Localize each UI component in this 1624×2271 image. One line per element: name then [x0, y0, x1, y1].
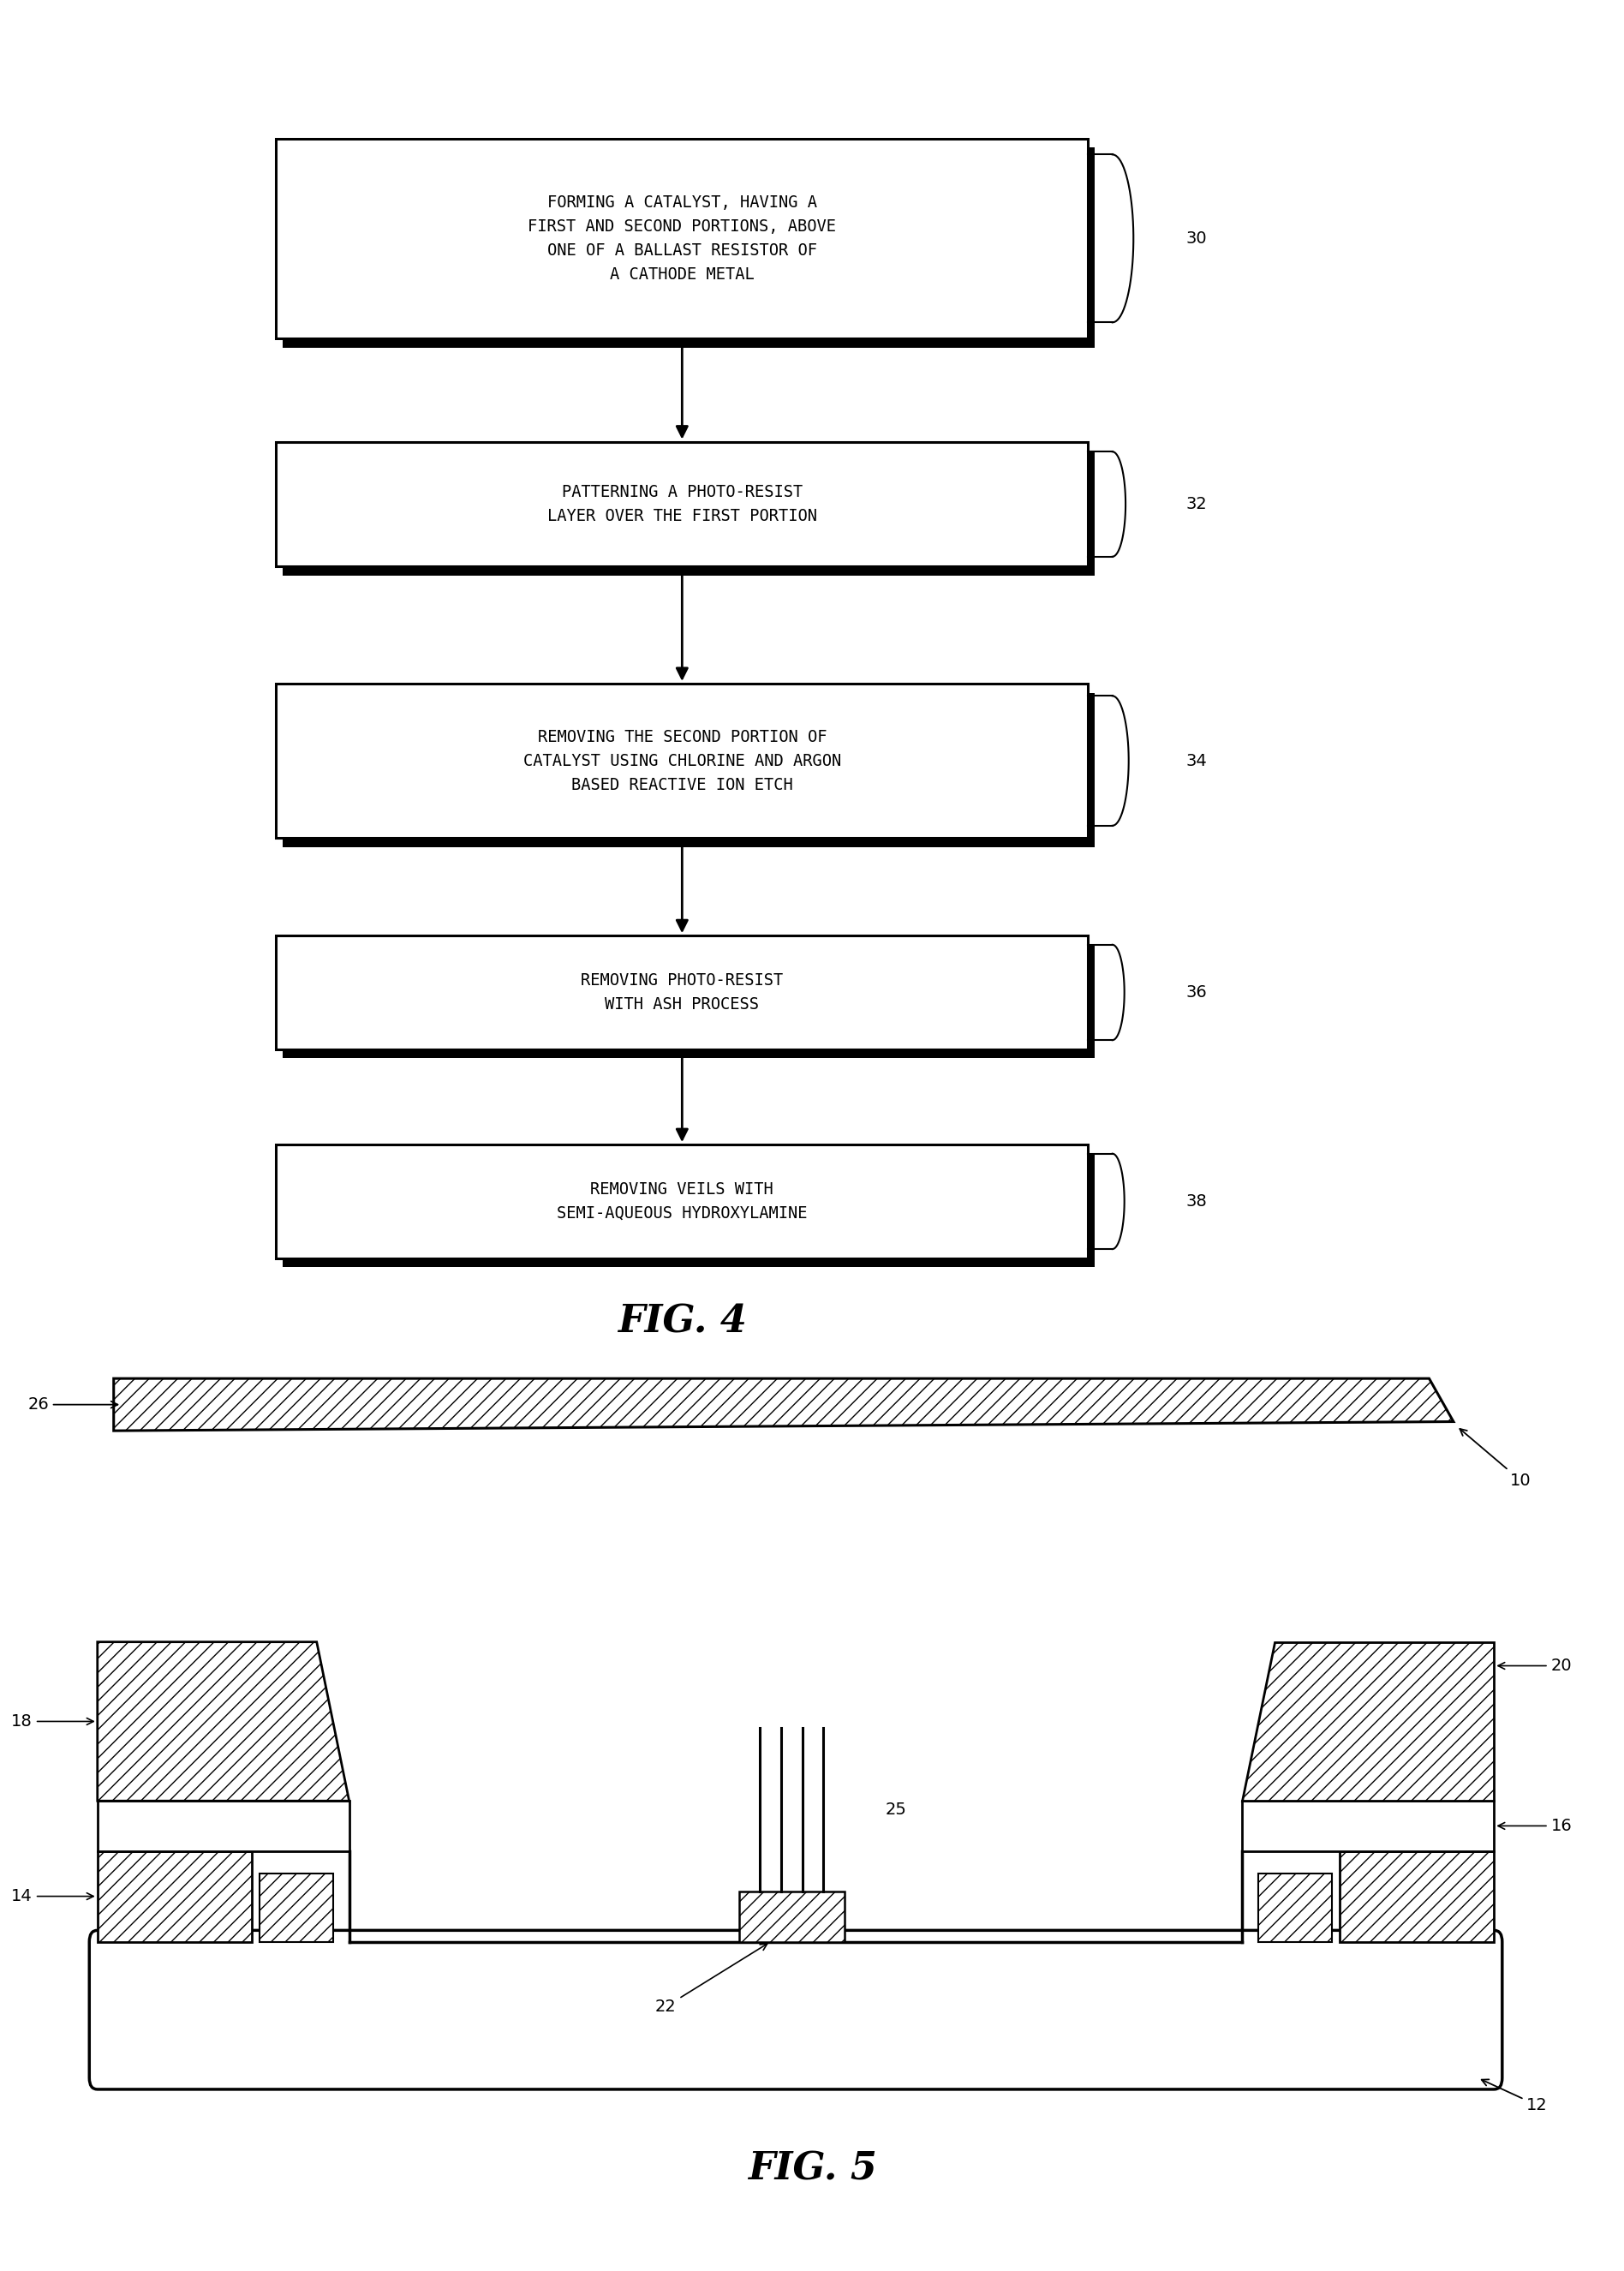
Bar: [283, 1154, 1095, 1267]
Text: 34: 34: [1186, 752, 1207, 770]
Text: REMOVING VEILS WITH
SEMI-AQUEOUS HYDROXYLAMINE: REMOVING VEILS WITH SEMI-AQUEOUS HYDROXY…: [557, 1181, 807, 1222]
Text: 30: 30: [1186, 229, 1207, 248]
Text: 22: 22: [654, 1944, 767, 2014]
Bar: [283, 693, 1095, 847]
Bar: [276, 441, 1088, 565]
Bar: [1340, 1851, 1494, 1942]
Bar: [97, 1851, 252, 1942]
Bar: [276, 684, 1088, 838]
Bar: [283, 945, 1095, 1058]
Text: PATTERNING A PHOTO-RESIST
LAYER OVER THE FIRST PORTION: PATTERNING A PHOTO-RESIST LAYER OVER THE…: [547, 484, 817, 525]
Polygon shape: [114, 1378, 1453, 1431]
Bar: [739, 1892, 844, 1942]
Bar: [283, 450, 1095, 575]
Text: FORMING A CATALYST, HAVING A
FIRST AND SECOND PORTIONS, ABOVE
ONE OF A BALLAST R: FORMING A CATALYST, HAVING A FIRST AND S…: [528, 195, 836, 282]
Text: REMOVING THE SECOND PORTION OF
CATALYST USING CHLORINE AND ARGON
BASED REACTIVE : REMOVING THE SECOND PORTION OF CATALYST …: [523, 729, 841, 793]
Text: 12: 12: [1481, 2080, 1548, 2114]
Text: 14: 14: [11, 1887, 94, 1905]
FancyBboxPatch shape: [89, 1930, 1502, 2089]
Bar: [1259, 1874, 1332, 1942]
Text: FIG. 5: FIG. 5: [747, 2151, 877, 2187]
Text: 20: 20: [1497, 1658, 1572, 1674]
Text: FIG. 4: FIG. 4: [617, 1304, 747, 1340]
Text: 25: 25: [885, 1801, 906, 1819]
Text: 26: 26: [28, 1397, 117, 1413]
Polygon shape: [97, 1642, 349, 1801]
Bar: [276, 936, 1088, 1049]
Bar: [276, 1145, 1088, 1258]
Bar: [97, 1801, 349, 1851]
Text: 32: 32: [1186, 495, 1207, 513]
Polygon shape: [1242, 1642, 1494, 1801]
Text: 16: 16: [1497, 1817, 1572, 1835]
Bar: [283, 148, 1095, 347]
Bar: [276, 139, 1088, 338]
Text: 38: 38: [1186, 1192, 1207, 1210]
Text: 36: 36: [1186, 983, 1207, 1002]
Bar: [260, 1874, 333, 1942]
Text: REMOVING PHOTO-RESIST
WITH ASH PROCESS: REMOVING PHOTO-RESIST WITH ASH PROCESS: [581, 972, 783, 1013]
Text: 10: 10: [1460, 1428, 1531, 1490]
Text: 18: 18: [11, 1712, 94, 1731]
Bar: [1242, 1801, 1494, 1851]
